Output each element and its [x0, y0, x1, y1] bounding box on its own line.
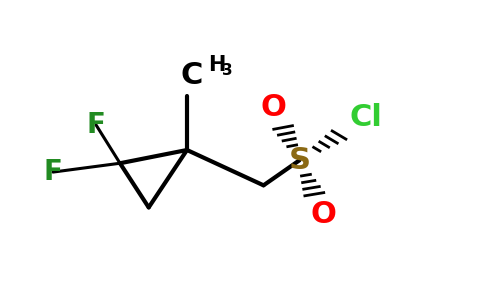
Text: F: F: [87, 111, 106, 139]
Text: H: H: [209, 55, 226, 75]
Text: 3: 3: [222, 63, 232, 78]
Text: F: F: [44, 158, 62, 186]
Text: Cl: Cl: [350, 103, 383, 132]
Text: C: C: [181, 61, 203, 90]
Text: O: O: [260, 93, 286, 122]
Text: S: S: [288, 146, 310, 175]
Text: O: O: [310, 200, 336, 229]
